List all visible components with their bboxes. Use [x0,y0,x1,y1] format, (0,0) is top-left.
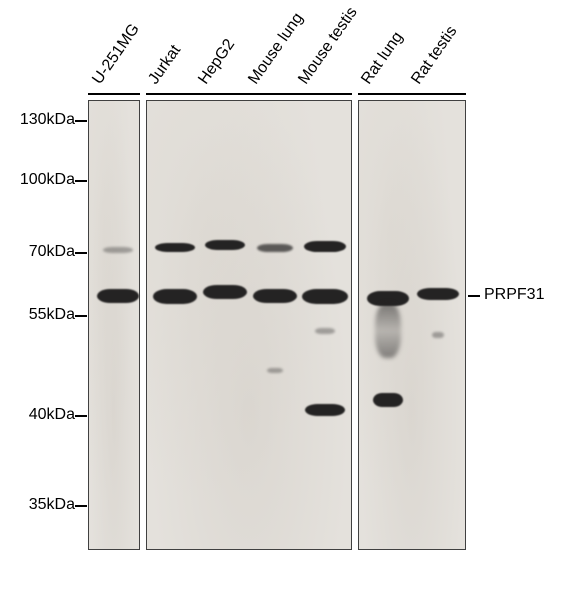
band [103,247,133,253]
band [203,285,247,299]
target-tick [468,295,480,297]
band [97,289,139,303]
gel-panel-1 [146,100,352,550]
mw-label: 100kDa [0,171,75,189]
target-label: PRPF31 [484,286,544,304]
band [417,288,459,300]
band [253,289,297,303]
band [205,240,245,250]
gel-panel-0 [88,100,140,550]
band [375,303,401,358]
lane-label-hepg2: HepG2 [195,36,239,88]
band [304,241,346,252]
lane-label-rtestis: Rat testis [408,23,461,88]
lane-header-line-0 [88,93,140,95]
band [315,328,335,334]
mw-label: 55kDa [0,306,75,324]
lane-labels-row: U-251MGJurkatHepG2Mouse lungMouse testis… [85,0,485,100]
lane-label-mtestis: Mouse testis [295,4,361,88]
gel-area [85,100,485,550]
band [302,289,348,304]
lane-label-jurkat: Jurkat [145,42,185,88]
band [153,289,197,304]
band [267,368,283,373]
mw-label: 35kDa [0,496,75,514]
lane-header-line-2 [358,93,466,95]
band [155,243,195,252]
lane-header-line-1 [146,93,352,95]
band [257,244,293,252]
lane-label-u251mg: U-251MG [89,21,144,88]
mw-label: 40kDa [0,406,75,424]
mw-label: 70kDa [0,243,75,261]
mw-label: 130kDa [0,111,75,129]
band [305,404,345,416]
lane-label-rlung: Rat lung [358,29,407,88]
band [432,332,444,338]
band [373,393,403,407]
